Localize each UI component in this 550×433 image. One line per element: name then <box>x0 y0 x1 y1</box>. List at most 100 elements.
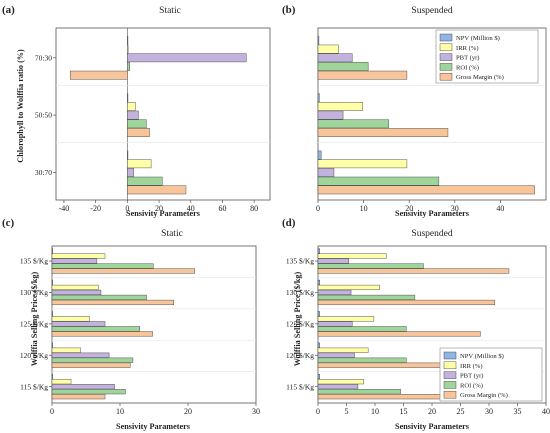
legend-swatch-pbt <box>439 53 453 61</box>
panel-c-bar-pbt <box>51 384 115 390</box>
panel-a-bar-irr <box>127 44 129 54</box>
panel-a-bar-gm <box>127 185 187 195</box>
panel-c-xtick-label: 30 <box>252 407 260 416</box>
panel-c-bar-pbt <box>51 321 106 327</box>
panel-a-xlabel: Sensivity Parameters <box>126 209 200 218</box>
panel-c-bar-npv <box>51 342 53 348</box>
panel-b-bar-irr <box>317 102 363 111</box>
legend-label-npv: NPV (Million $) <box>456 35 500 42</box>
panel-c-bar-pbt <box>51 352 110 358</box>
panel-d-bar-gm <box>317 394 447 400</box>
legend-frame <box>435 29 539 84</box>
panel-d-ytick-label: 130 $/Kg <box>286 288 314 297</box>
panel-d-ytick-label: 125 $/Kg <box>286 319 314 328</box>
panel-a-bar-npv <box>127 36 129 45</box>
panel-d-xtick-label: 5 <box>345 407 349 416</box>
panel-d-legend: NPV (Million $) IRR (%) PBT (yr) ROI (%) Gro… <box>439 347 543 402</box>
panel-c-bar-irr <box>51 347 81 353</box>
panel-b-bar-irr <box>317 44 339 54</box>
panel-b-legend: NPV (Million $) IRR (%) PBT (yr) ROI (%) Gro… <box>435 29 539 84</box>
panel-d-bar-gm <box>317 268 510 274</box>
panel-a-bar-irr <box>127 102 136 111</box>
panel-c-bar-pbt <box>51 258 98 264</box>
panel-d-xlabel: Sensivity Parameters <box>395 422 469 431</box>
panel-a-xtick-label: -20 <box>90 204 101 213</box>
legend-swatch-roi <box>439 63 453 71</box>
panel-c-xlabel: Sensivity Parameters <box>116 422 190 431</box>
panel-c-bar-roi <box>51 263 154 269</box>
legend-swatch-gm <box>443 390 457 399</box>
panel-b-bar-npv <box>317 93 320 103</box>
panel-d-bar-roi <box>317 294 416 301</box>
legend-frame <box>439 347 543 402</box>
legend-label-pbt: PBT (yr) <box>460 373 484 380</box>
legend-swatch-pbt <box>443 371 457 379</box>
panel-d-bar-npv <box>317 311 320 317</box>
legend-swatch-irr <box>443 361 457 370</box>
panel-a-chart: (a) Static Sensivity Parameters Chloroph… <box>2 4 271 218</box>
panel-c-bar-npv <box>51 279 53 286</box>
legend-label-roi: ROI (%) <box>460 382 483 389</box>
panel-a-bar-roi <box>127 176 163 186</box>
panel-a-ytick-label: 30:70 <box>35 168 52 177</box>
panel-d-ylabel: Wolffia Selling Price ($/kg) <box>293 272 302 367</box>
panel-c-bar-irr <box>51 284 99 291</box>
legend-swatch-gm <box>439 72 453 81</box>
panel-a-xtick-label: 0 <box>125 204 129 213</box>
panel-d-bar-roi <box>317 326 407 332</box>
panel-a-ytick-label: 50:50 <box>35 111 52 120</box>
panel-c-xtick-label: 0 <box>50 407 54 416</box>
panel-b-xtick-label: 10 <box>360 204 368 213</box>
legend-swatch-irr <box>439 43 453 52</box>
panel-c-bar-roi <box>51 389 126 395</box>
panel-a-label: (a) <box>2 4 15 16</box>
panel-d-bar-roi <box>317 389 401 395</box>
panel-d-bar-roi <box>317 357 407 363</box>
legend-swatch-roi <box>443 381 457 389</box>
legend-label-roi: ROI (%) <box>456 64 479 71</box>
panel-b-xlabel: Sensivity Parameters <box>395 209 469 218</box>
panel-d-ytick-label: 135 $/Kg <box>286 257 314 266</box>
panel-c-ytick-label: 115 $/Kg <box>20 382 48 391</box>
panel-c-bar-irr <box>51 253 106 259</box>
panel-b-title: Suspended <box>411 6 452 16</box>
panel-d-bar-irr <box>317 347 369 353</box>
panel-a-ytick-label: 70:30 <box>35 53 52 62</box>
panel-c-bar-npv <box>51 311 53 317</box>
panel-c-bar-roi <box>51 326 140 332</box>
panel-a-bar-pbt <box>127 168 134 177</box>
panel-c-bar-npv <box>51 248 53 254</box>
panel-c-ylabel: Wolffia Selling Price ($/kg) <box>30 272 39 367</box>
panel-d-bar-npv <box>317 279 320 286</box>
panel-d-bar-npv <box>317 342 320 348</box>
panel-d-bar-gm <box>317 331 481 337</box>
panel-d-bar-pbt <box>317 384 359 390</box>
panel-d-xtick-label: 40 <box>542 407 550 416</box>
panel-c-bar-gm <box>51 299 174 306</box>
panel-b-label: (b) <box>282 4 296 16</box>
legend-label-gm: Gross Margin (%) <box>456 74 504 81</box>
panel-d-bar-gm <box>317 299 495 306</box>
panel-d-ytick-label: 115 $/Kg <box>286 382 314 391</box>
panel-b-bar-roi <box>317 119 389 129</box>
panel-c-ytick-label: 125 $/Kg <box>20 319 48 328</box>
panel-d-bar-npv <box>317 248 320 254</box>
panel-a-bar-roi <box>127 62 130 71</box>
panel-a-ylabel: Chlorophyll to Wolffia ratio (%) <box>16 49 25 163</box>
panel-a-bar-npv <box>127 93 129 103</box>
panel-a-bar-pbt <box>127 53 247 63</box>
panel-a-bar-npv <box>127 150 129 160</box>
legend-swatch-npv <box>443 351 457 360</box>
panel-b-chart: (b) Suspended Sensivity Parameters 0 10 20… <box>282 4 547 218</box>
panel-b-bar-gm <box>317 128 449 137</box>
panel-c-bar-irr <box>51 316 90 322</box>
panel-c-ytick-label: 130 $/Kg <box>20 288 48 297</box>
panel-d-xtick-label: 10 <box>371 407 379 416</box>
panel-c-bar-irr <box>51 379 72 385</box>
panel-a-bar-irr <box>127 159 152 169</box>
panel-a-plot-frame <box>55 27 271 201</box>
panel-b-xtick-label: 30 <box>451 204 459 213</box>
panel-a-bar-gm <box>70 70 128 80</box>
panel-c-bar-pbt <box>51 289 102 296</box>
